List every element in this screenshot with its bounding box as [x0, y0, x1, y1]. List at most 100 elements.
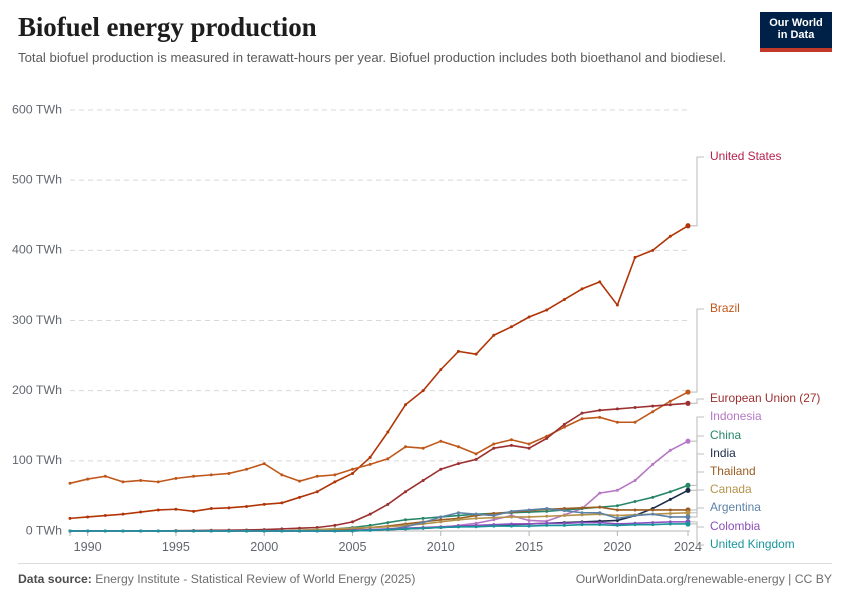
legend-connector — [691, 398, 704, 404]
series-point — [545, 514, 549, 518]
series-point — [68, 481, 72, 485]
legend-label-argentina[interactable]: Argentina — [710, 500, 761, 514]
series-point — [598, 491, 602, 495]
series-point — [298, 479, 302, 483]
series-endpoint — [685, 482, 691, 488]
legend-label-thailand[interactable]: Thailand — [710, 464, 756, 478]
x-axis-tick-label: 2005 — [338, 540, 366, 554]
series-point — [403, 403, 407, 407]
our-world-in-data-logo[interactable]: Our World in Data — [760, 12, 832, 52]
series-point — [139, 510, 143, 514]
series-line[interactable] — [69, 402, 689, 532]
series-point — [651, 462, 655, 466]
series-point — [227, 471, 231, 475]
series-point — [174, 529, 178, 533]
series-point — [598, 511, 602, 515]
series-endpoint — [685, 438, 691, 444]
series-point — [368, 455, 372, 459]
series-point — [668, 399, 672, 403]
series-point — [192, 529, 196, 533]
series-point — [562, 509, 566, 513]
series-point — [209, 507, 213, 511]
series-point — [615, 407, 619, 411]
series-point — [262, 462, 266, 466]
series-point — [668, 234, 672, 238]
legend-connector — [691, 489, 704, 514]
attribution-link[interactable]: OurWorldinData.org/renewable-energy | CC… — [576, 572, 832, 586]
y-axis-tick-label: 400 TWh — [12, 243, 62, 257]
series-point — [456, 349, 460, 353]
series-point — [315, 525, 319, 529]
series-point — [474, 452, 478, 456]
series-point — [668, 522, 672, 526]
series-point — [668, 515, 672, 519]
series-point — [456, 445, 460, 449]
series-point — [456, 511, 460, 515]
series-point — [298, 529, 302, 533]
series-endpoint — [685, 521, 691, 527]
series-point — [474, 525, 478, 529]
series-point — [492, 514, 496, 518]
legend-label-indonesia[interactable]: Indonesia — [710, 409, 762, 423]
legend-label-united-states[interactable]: United States — [710, 149, 781, 163]
series-point — [403, 527, 407, 531]
series-point — [509, 509, 513, 513]
series-point — [562, 422, 566, 426]
series-line[interactable] — [69, 224, 689, 520]
legend-label-china[interactable]: China — [710, 428, 741, 442]
series-point — [527, 508, 531, 512]
legend-label-canada[interactable]: Canada — [710, 482, 752, 496]
series-point — [580, 417, 584, 421]
series-point — [368, 525, 372, 529]
series-point — [598, 521, 602, 525]
series-point — [527, 446, 531, 450]
legend-label-brazil[interactable]: Brazil — [710, 301, 740, 315]
series-point — [580, 511, 584, 515]
legend-label-european-union-27[interactable]: European Union (27) — [710, 391, 820, 405]
series-line[interactable] — [69, 391, 689, 485]
series-point — [562, 425, 566, 429]
x-axis-tick-label: 2000 — [250, 540, 278, 554]
series-point — [368, 528, 372, 532]
series-point — [439, 439, 443, 443]
series-point — [668, 448, 672, 452]
series-point — [280, 473, 284, 477]
series-point — [227, 506, 231, 510]
series-point — [668, 403, 672, 407]
series-point — [474, 352, 478, 356]
series-point — [315, 474, 319, 478]
series-point — [562, 521, 566, 525]
series-line[interactable] — [69, 440, 689, 532]
x-axis-tick-label: 1995 — [162, 540, 190, 554]
legend-label-india[interactable]: India — [710, 446, 736, 460]
series-point — [280, 527, 284, 531]
series-point — [509, 438, 513, 442]
series-point — [86, 477, 90, 481]
series-point — [615, 488, 619, 492]
data-source: Data source: Energy Institute - Statisti… — [18, 572, 415, 586]
x-axis-tick-label: 2024 — [674, 540, 702, 554]
series-point — [439, 467, 443, 471]
series-point — [121, 512, 125, 516]
legend-label-united-kingdom[interactable]: United Kingdom — [710, 537, 795, 551]
x-axis-tick-label: 1990 — [74, 540, 102, 554]
series-line[interactable] — [69, 523, 689, 532]
y-axis-tick-label: 100 TWh — [12, 453, 62, 467]
series-point — [333, 523, 337, 527]
series-point — [103, 474, 107, 478]
series-point — [439, 515, 443, 519]
series-point — [615, 518, 619, 522]
legend-label-colombia[interactable]: Colombia — [710, 519, 761, 533]
logo-line-1: Our World — [769, 17, 823, 30]
series-point — [368, 523, 372, 527]
series-point — [615, 303, 619, 307]
series-point — [598, 415, 602, 419]
series-point — [298, 526, 302, 530]
series-point — [527, 315, 531, 319]
series-point — [651, 248, 655, 252]
series-point — [668, 497, 672, 501]
legend-connector — [691, 523, 704, 546]
series-point — [633, 514, 637, 518]
